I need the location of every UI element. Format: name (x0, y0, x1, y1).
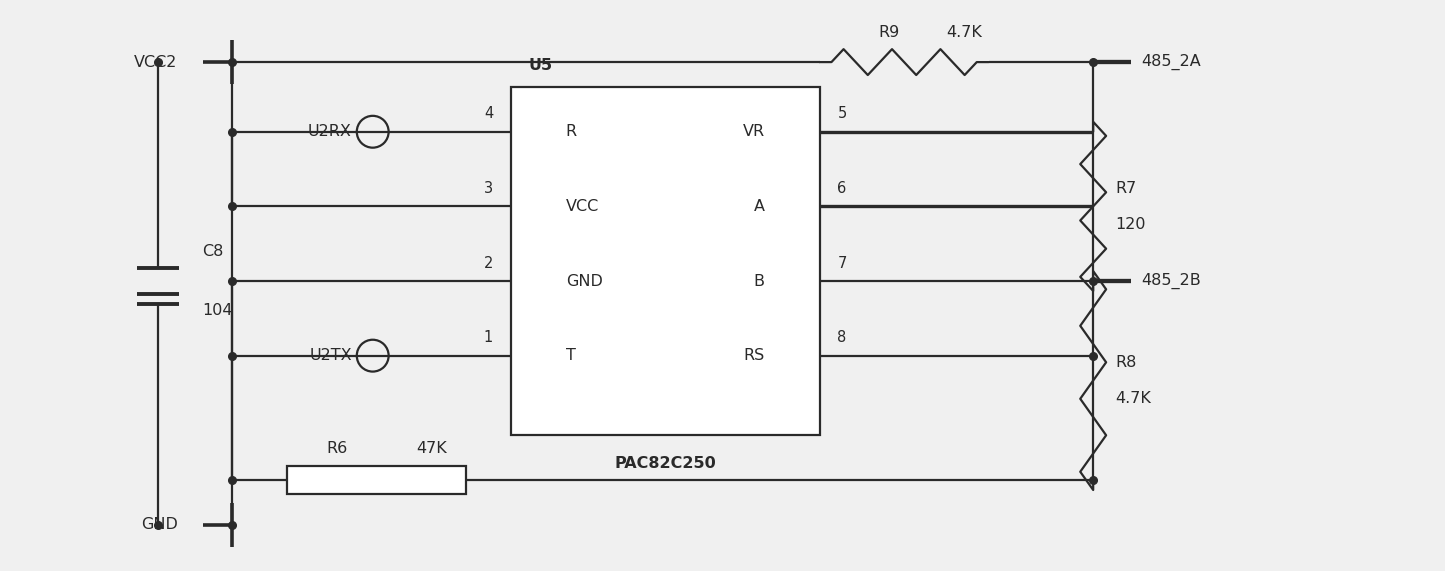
Text: 2: 2 (484, 256, 493, 271)
Text: 6: 6 (838, 181, 847, 196)
Bar (512, 87, 819, 435)
Text: U2TX: U2TX (309, 348, 351, 363)
Text: R7: R7 (1116, 181, 1136, 196)
Text: 4.7K: 4.7K (1116, 391, 1152, 406)
Text: T: T (566, 348, 575, 363)
Text: 5: 5 (838, 106, 847, 122)
Text: C8: C8 (202, 244, 224, 259)
Text: U2RX: U2RX (308, 124, 351, 139)
Text: R: R (566, 124, 577, 139)
Text: VCC2: VCC2 (134, 55, 178, 70)
Text: 120: 120 (1116, 217, 1146, 232)
Text: 8: 8 (838, 330, 847, 345)
Text: 4.7K: 4.7K (946, 25, 981, 40)
Text: VR: VR (743, 124, 764, 139)
Text: 1: 1 (484, 330, 493, 345)
Text: VCC: VCC (566, 199, 600, 214)
Text: R8: R8 (1116, 355, 1136, 370)
Text: R6: R6 (327, 441, 347, 456)
Bar (288, 466, 467, 494)
Text: GND: GND (140, 517, 178, 532)
Text: B: B (754, 274, 764, 288)
Text: U5: U5 (529, 58, 553, 73)
Text: PAC82C250: PAC82C250 (614, 456, 717, 471)
Text: RS: RS (744, 348, 764, 363)
Text: 47K: 47K (416, 441, 447, 456)
Text: R9: R9 (879, 25, 900, 40)
Text: 7: 7 (838, 256, 847, 271)
Text: 485_2B: 485_2B (1142, 273, 1201, 289)
Text: 4: 4 (484, 106, 493, 122)
Text: 3: 3 (484, 181, 493, 196)
Text: 485_2A: 485_2A (1142, 54, 1201, 70)
Text: A: A (754, 199, 764, 214)
Text: GND: GND (566, 274, 603, 288)
Text: 104: 104 (202, 303, 233, 319)
